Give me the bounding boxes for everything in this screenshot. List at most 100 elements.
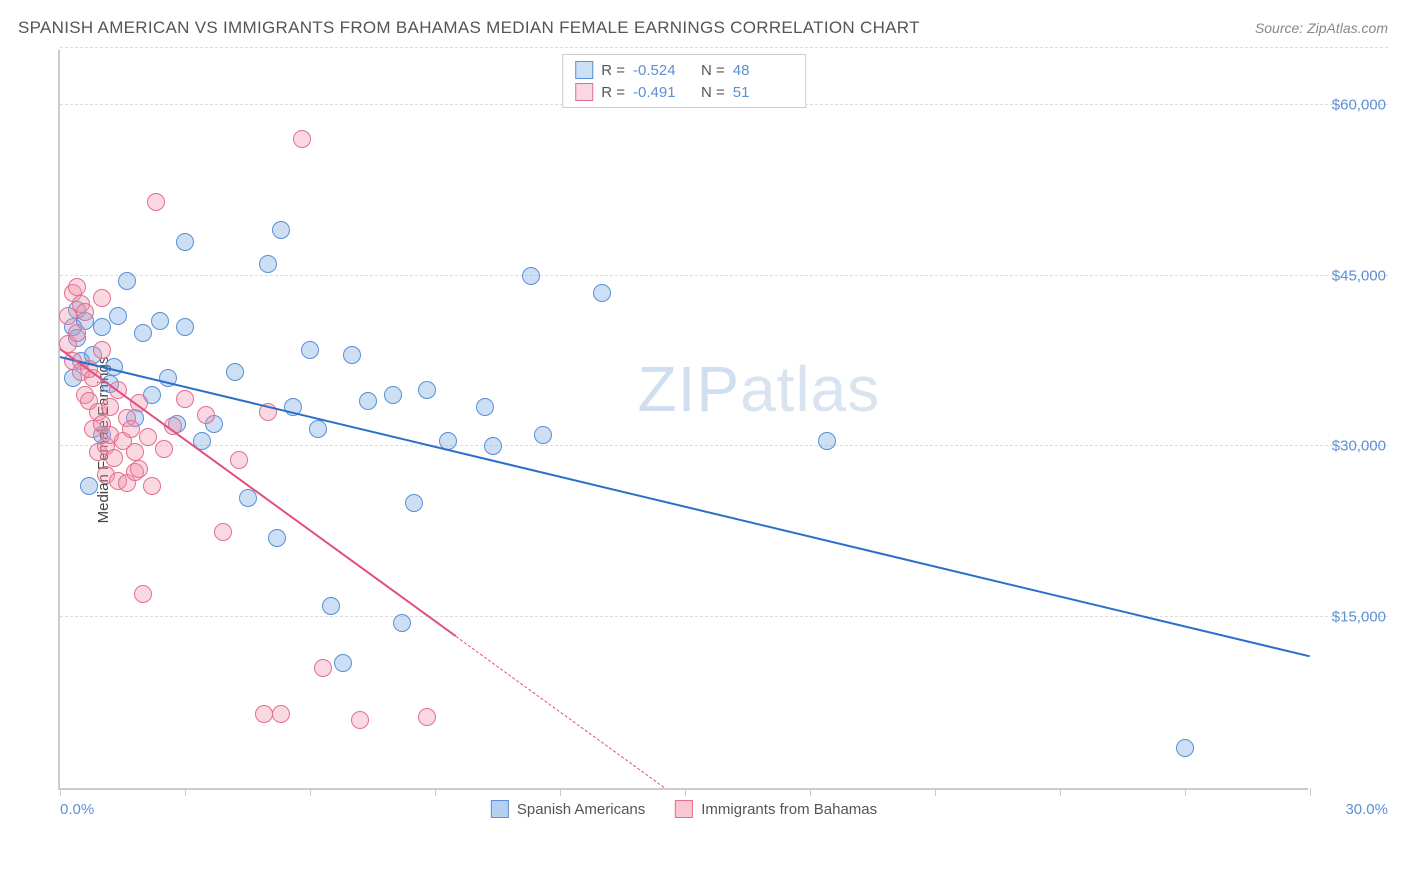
watermark-bold: ZIP: [638, 353, 741, 425]
data-point: [139, 428, 157, 446]
x-axis-max-label: 30.0%: [1345, 801, 1388, 818]
data-point: [268, 529, 286, 547]
data-point: [118, 272, 136, 290]
data-point: [197, 406, 215, 424]
data-point: [130, 460, 148, 478]
legend-n-label: N =: [701, 62, 725, 79]
gridline: [60, 445, 1388, 446]
x-tick: [1185, 788, 1186, 796]
data-point: [93, 318, 111, 336]
y-tick-label: $15,000: [1332, 609, 1386, 626]
legend-swatch: [491, 800, 509, 818]
watermark-thin: atlas: [740, 353, 880, 425]
data-point: [151, 312, 169, 330]
legend-n-value: 48: [733, 62, 793, 79]
chart-header: SPANISH AMERICAN VS IMMIGRANTS FROM BAHA…: [18, 18, 1388, 38]
data-point: [405, 494, 423, 512]
data-point: [1176, 739, 1194, 757]
x-tick: [935, 788, 936, 796]
data-point: [343, 346, 361, 364]
chart-area: Median Female Earnings ZIPatlas R =-0.52…: [48, 50, 1388, 830]
data-point: [476, 398, 494, 416]
data-point: [484, 437, 502, 455]
legend-n-value: 51: [733, 84, 793, 101]
data-point: [393, 614, 411, 632]
watermark: ZIPatlas: [638, 352, 881, 426]
x-tick: [435, 788, 436, 796]
data-point: [259, 255, 277, 273]
legend-r-value: -0.491: [633, 84, 693, 101]
x-tick: [310, 788, 311, 796]
data-point: [80, 477, 98, 495]
data-point: [134, 324, 152, 342]
chart-title: SPANISH AMERICAN VS IMMIGRANTS FROM BAHA…: [18, 18, 920, 38]
correlation-legend: R = -0.524 N = 48R = -0.491 N = 51: [562, 54, 806, 108]
x-tick: [60, 788, 61, 796]
data-point: [230, 451, 248, 469]
data-point: [255, 705, 273, 723]
data-point: [522, 267, 540, 285]
gridline: [60, 47, 1388, 48]
legend-r-label: R =: [601, 62, 625, 79]
data-point: [293, 130, 311, 148]
data-point: [93, 289, 111, 307]
data-point: [68, 324, 86, 342]
x-tick: [810, 788, 811, 796]
data-point: [122, 420, 140, 438]
data-point: [176, 318, 194, 336]
data-point: [314, 659, 332, 677]
data-point: [418, 381, 436, 399]
data-point: [818, 432, 836, 450]
data-point: [272, 221, 290, 239]
data-point: [351, 711, 369, 729]
data-point: [593, 284, 611, 302]
series-legend-item: Immigrants from Bahamas: [675, 800, 877, 818]
x-tick: [185, 788, 186, 796]
data-point: [105, 449, 123, 467]
data-point: [134, 585, 152, 603]
data-point: [322, 597, 340, 615]
data-point: [301, 341, 319, 359]
series-legend-label: Immigrants from Bahamas: [701, 801, 877, 818]
x-tick: [685, 788, 686, 796]
x-tick: [1310, 788, 1311, 796]
data-point: [384, 386, 402, 404]
gridline: [60, 616, 1388, 617]
correlation-legend-row: R = -0.524 N = 48: [575, 59, 793, 81]
data-point: [176, 390, 194, 408]
y-tick-label: $60,000: [1332, 96, 1386, 113]
correlation-legend-row: R =-0.491N =51: [575, 81, 793, 103]
data-point: [359, 392, 377, 410]
x-tick: [1060, 788, 1061, 796]
data-point: [147, 193, 165, 211]
data-point: [334, 654, 352, 672]
legend-swatch: [575, 83, 593, 101]
legend-swatch: [675, 800, 693, 818]
data-point: [214, 523, 232, 541]
x-tick: [560, 788, 561, 796]
series-legend-label: Spanish Americans: [517, 801, 645, 818]
legend-swatch: [575, 61, 593, 79]
data-point: [109, 307, 127, 325]
series-legend-item: Spanish Americans: [491, 800, 645, 818]
y-tick-label: $45,000: [1332, 267, 1386, 284]
scatter-plot: ZIPatlas R =-0.524N =48R =-0.491N =51 Sp…: [58, 50, 1308, 790]
data-point: [418, 708, 436, 726]
data-point: [309, 420, 327, 438]
data-point: [534, 426, 552, 444]
y-tick-label: $30,000: [1332, 438, 1386, 455]
data-point: [93, 341, 111, 359]
x-axis-min-label: 0.0%: [60, 801, 94, 818]
legend-n-label: N =: [701, 84, 725, 101]
series-legend: Spanish Americans Immigrants from Bahamas: [491, 800, 877, 818]
data-point: [101, 398, 119, 416]
trend-line-dashed: [456, 636, 665, 788]
data-point: [176, 233, 194, 251]
data-point: [226, 363, 244, 381]
data-point: [143, 477, 161, 495]
data-point: [76, 303, 94, 321]
chart-source: Source: ZipAtlas.com: [1255, 20, 1388, 36]
legend-r-value: -0.524: [633, 62, 693, 79]
data-point: [155, 440, 173, 458]
data-point: [126, 443, 144, 461]
